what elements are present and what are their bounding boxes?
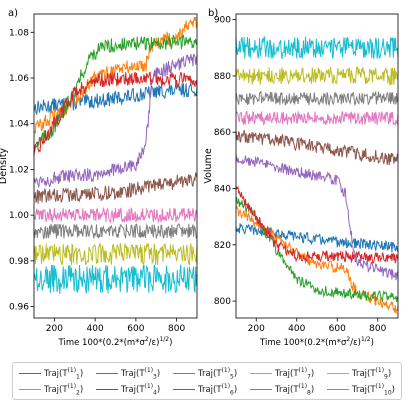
y-tick-label: 860	[214, 128, 231, 138]
legend: Traj(T(1)1) Traj(T(1)3) Traj(T(1)5) Traj(T(…	[12, 362, 402, 400]
series-line-3	[236, 197, 399, 302]
series-line-6	[33, 172, 198, 204]
legend-label: Traj(T(1)3)	[121, 367, 161, 381]
legend-label: Traj(T(1)1)	[44, 367, 84, 381]
series-line-5	[235, 154, 399, 281]
series-line-8	[235, 90, 399, 107]
x-tick-label: 800	[369, 324, 386, 334]
legend-swatch	[19, 389, 41, 390]
series-line-6	[235, 129, 399, 166]
x-axis-label: Time 100*(0.2*(m*σ2/ε)1/2)	[259, 336, 374, 348]
y-tick-label: 1.06	[9, 74, 29, 84]
y-tick-label: 820	[214, 241, 231, 251]
y-tick-label: 1.08	[9, 28, 29, 38]
legend-swatch	[96, 389, 118, 390]
x-axis-label-part: 2	[346, 336, 350, 343]
x-axis-label-part: /ε)	[149, 338, 160, 348]
x-axis-label-part: 1/2	[361, 336, 371, 343]
plot-frame	[235, 13, 399, 319]
y-tick-label: 1.04	[9, 120, 29, 130]
x-tick-label: 600	[329, 324, 346, 334]
legend-swatch	[19, 373, 41, 374]
legend-label: Traj(T(1)8)	[275, 383, 315, 397]
x-axis-label: Time 100*(0.2*(m*σ2/ε)1/2)	[58, 336, 173, 348]
legend-swatch	[173, 373, 195, 374]
x-axis-label-part: 2	[145, 336, 149, 343]
legend-label: Traj(T(1)5)	[198, 367, 238, 381]
x-tick-label: 800	[168, 324, 185, 334]
legend-swatch	[173, 389, 195, 390]
legend-swatch	[96, 373, 118, 374]
series-line-8	[33, 223, 198, 240]
panel-label: b)	[208, 8, 218, 19]
legend-swatch	[250, 373, 272, 374]
y-tick-label: 880	[214, 72, 231, 82]
series-line-10	[235, 35, 399, 60]
figure: 200 400 600 800 0.96 0.98 1.00 1.02 1.04 1.06 1.08…	[0, 8, 399, 348]
y-axis-label: Density	[0, 148, 9, 184]
plot-frame	[33, 13, 198, 319]
x-axis-label-part: )	[371, 338, 374, 348]
series-line-4	[235, 185, 399, 264]
x-tick-label: 200	[46, 324, 63, 334]
series-line-1	[235, 223, 399, 253]
density-panel: 200 400 600 800 0.96 0.98 1.00 1.02 1.04 1.06 1.08…	[0, 8, 198, 348]
y-tick-label: 0.96	[9, 303, 29, 313]
x-axis-label-part: )	[169, 338, 172, 348]
x-axis-label-part: /ε)	[350, 338, 361, 348]
legend-swatch	[327, 373, 349, 374]
series-line-10	[33, 264, 198, 294]
y-tick-label: 840	[214, 185, 231, 195]
series-line-7	[33, 206, 198, 224]
x-tick-label: 400	[87, 324, 104, 334]
series-line-1	[33, 82, 198, 116]
x-tick-label: 600	[127, 324, 144, 334]
legend-label: Traj(T(1)4)	[121, 383, 161, 397]
y-tick-label: 1.02	[9, 165, 29, 175]
y-tick-label: 0.98	[9, 257, 29, 267]
series-line-9	[33, 242, 198, 266]
legend-label: Traj(T(1)10)	[352, 383, 395, 397]
legend-swatch	[250, 389, 272, 390]
x-tick-label: 200	[248, 324, 265, 334]
series-line-4	[33, 71, 198, 156]
x-axis-label-part: Time 100*(0.2*(m*σ	[259, 338, 347, 348]
legend-label: Traj(T(1)6)	[198, 383, 238, 397]
series-line-7	[235, 110, 399, 127]
legend-label: Traj(T(1)9)	[352, 367, 392, 381]
x-axis-label-part: Time 100*(0.2*(m*σ	[58, 338, 146, 348]
legend-label: Traj(T(1)7)	[275, 367, 315, 381]
y-tick-label: 1.00	[9, 211, 29, 221]
legend-label: Traj(T(1)2)	[44, 383, 84, 397]
series-line-9	[235, 66, 399, 86]
y-axis-label: Volume	[203, 148, 214, 183]
panel-label: a)	[8, 8, 18, 19]
x-axis-label-part: 1/2	[159, 336, 169, 343]
y-tick-label: 800	[214, 297, 231, 307]
x-tick-label: 400	[288, 324, 305, 334]
y-tick-label: 900	[214, 16, 231, 26]
series-line-5	[33, 53, 198, 188]
legend-swatch	[327, 389, 349, 390]
